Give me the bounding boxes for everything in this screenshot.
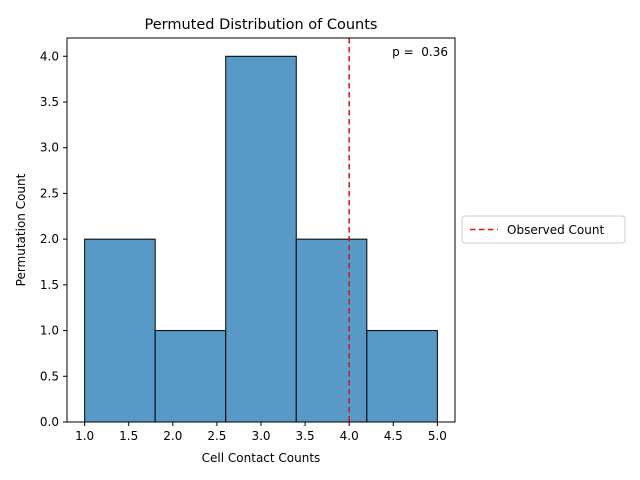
legend-label: Observed Count (507, 223, 604, 237)
y-tick-label: 0.5 (40, 369, 59, 383)
chart-title: Permuted Distribution of Counts (145, 17, 378, 33)
y-tick-label: 1.5 (40, 278, 59, 292)
histogram-bar-1 (84, 238, 156, 423)
y-tick-label: 1.0 (40, 324, 59, 338)
x-tick-label: 1.0 (75, 429, 94, 443)
legend-box (461, 215, 626, 244)
y-axis-ticks: 0.0 0.5 1.0 1.5 2.0 2.5 3.0 3.5 4.0 (40, 49, 67, 429)
x-tick-label: 2.0 (163, 429, 182, 443)
x-tick-label: 4.0 (340, 429, 359, 443)
y-tick-label: 3.5 (40, 95, 59, 109)
histogram-bar-2 (154, 330, 227, 423)
x-axis-ticks: 1.0 1.5 2.0 2.5 3.0 3.5 4.0 4.5 5.0 (75, 422, 447, 443)
y-tick-label: 3.0 (40, 141, 59, 155)
bars-group (84, 55, 438, 423)
p-value-annotation: p = 0.36 (392, 45, 448, 59)
x-tick-label: 5.0 (428, 429, 447, 443)
x-tick-label: 3.0 (251, 429, 270, 443)
x-axis-label: Cell Contact Counts (202, 451, 321, 465)
x-tick-label: 4.5 (384, 429, 403, 443)
histogram-bar-5 (366, 330, 438, 423)
legend: Observed Count (461, 215, 626, 244)
histogram-bar-4 (295, 238, 368, 423)
y-tick-label: 4.0 (40, 49, 59, 63)
x-tick-label: 3.5 (296, 429, 315, 443)
x-tick-label: 1.5 (119, 429, 138, 443)
y-tick-label: 2.0 (40, 232, 59, 246)
x-tick-label: 2.5 (207, 429, 226, 443)
y-tick-label: 2.5 (40, 186, 59, 200)
y-tick-label: 0.0 (40, 415, 59, 429)
histogram-bar-3 (225, 55, 297, 423)
y-axis-label: Permutation Count (14, 173, 28, 286)
